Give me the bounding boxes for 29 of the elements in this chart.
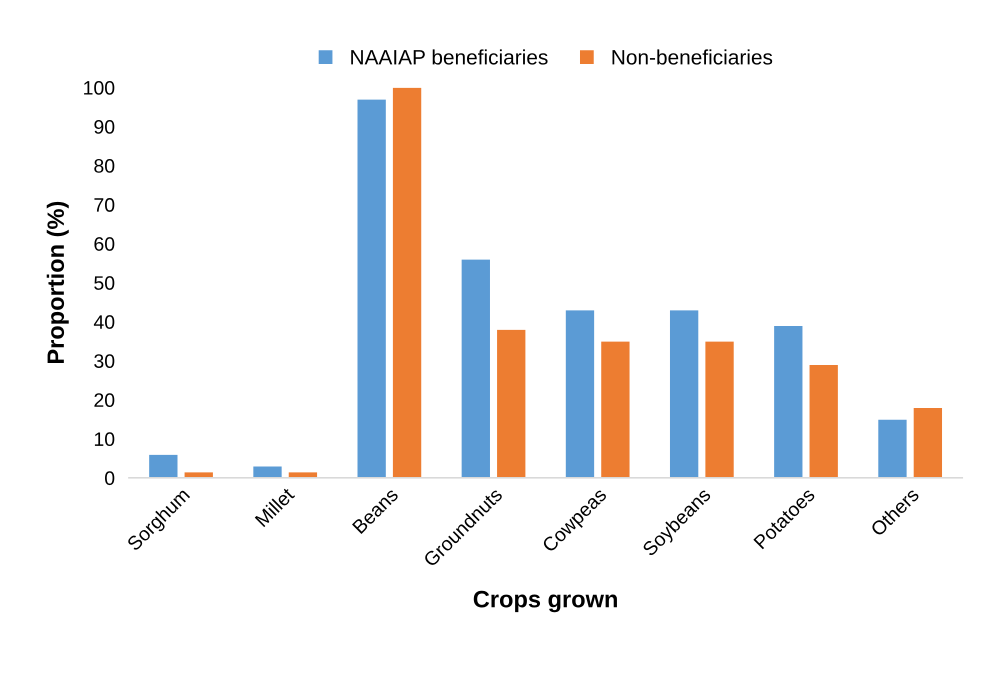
y-tick-label: 90 [94, 120, 114, 134]
bar [356, 98, 387, 478]
y-tick-label: 100 [84, 80, 114, 95]
bar [148, 454, 178, 478]
bar [669, 310, 700, 478]
y-tick-label: 20 [94, 393, 114, 407]
y-tick-label: 50 [94, 276, 114, 290]
bar [460, 258, 491, 478]
bar [877, 418, 908, 478]
legend-label: Non-beneficiaries [612, 49, 772, 65]
legend-label: NAAIAP beneficiaries [351, 49, 548, 65]
bar [564, 310, 595, 478]
y-tick-label: 80 [94, 159, 114, 173]
y-axis-title: Proportion (%) [46, 202, 69, 364]
bar [600, 340, 630, 478]
bar [392, 87, 422, 478]
bar [252, 466, 282, 478]
bar [808, 364, 839, 478]
bar [496, 329, 526, 478]
bar [704, 340, 735, 478]
x-axis-title: Crops grown [474, 590, 617, 612]
bar [912, 407, 943, 478]
bar [773, 325, 804, 478]
y-tick-label: 30 [94, 354, 114, 368]
y-tick-label: 60 [94, 237, 114, 251]
y-tick-label: 70 [94, 198, 114, 212]
y-tick-label: 0 [105, 471, 114, 486]
y-tick-label: 40 [94, 315, 114, 329]
y-tick-label: 10 [94, 432, 114, 446]
